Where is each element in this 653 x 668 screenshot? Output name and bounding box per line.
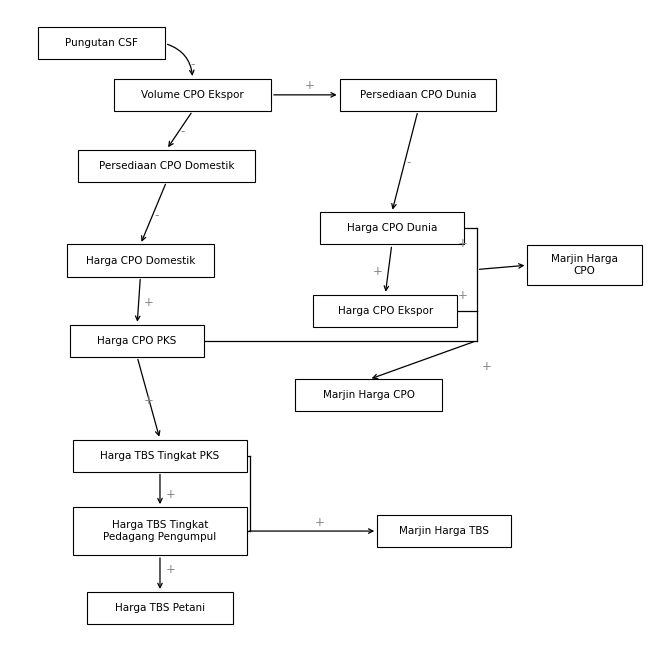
Text: +: + bbox=[315, 516, 325, 529]
Text: +: + bbox=[166, 562, 176, 576]
FancyBboxPatch shape bbox=[67, 244, 214, 277]
Text: Pungutan CSF: Pungutan CSF bbox=[65, 39, 138, 48]
Text: +: + bbox=[144, 296, 154, 309]
FancyBboxPatch shape bbox=[340, 79, 496, 111]
Text: Marjin Harga TBS: Marjin Harga TBS bbox=[399, 526, 489, 536]
Text: Persediaan CPO Dunia: Persediaan CPO Dunia bbox=[360, 90, 476, 100]
Text: Harga CPO Dunia: Harga CPO Dunia bbox=[347, 224, 437, 233]
Text: Marjin Harga
CPO: Marjin Harga CPO bbox=[551, 255, 618, 276]
Text: Harga CPO Domestik: Harga CPO Domestik bbox=[86, 256, 195, 265]
Text: Persediaan CPO Domestik: Persediaan CPO Domestik bbox=[99, 161, 234, 170]
FancyBboxPatch shape bbox=[86, 592, 234, 624]
Text: -: - bbox=[406, 156, 410, 169]
FancyBboxPatch shape bbox=[78, 150, 255, 182]
Text: +: + bbox=[457, 289, 468, 303]
Text: +: + bbox=[166, 488, 176, 501]
Text: +: + bbox=[305, 79, 315, 92]
Text: +: + bbox=[144, 394, 154, 407]
Text: Harga CPO PKS: Harga CPO PKS bbox=[97, 336, 177, 345]
Text: +: + bbox=[457, 236, 468, 250]
FancyBboxPatch shape bbox=[527, 245, 641, 285]
Text: -: - bbox=[181, 125, 185, 138]
Text: -: - bbox=[155, 208, 159, 222]
Text: +: + bbox=[372, 265, 383, 279]
Text: Volume CPO Ekspor: Volume CPO Ekspor bbox=[141, 90, 244, 100]
Text: -: - bbox=[191, 57, 195, 71]
FancyBboxPatch shape bbox=[377, 515, 511, 547]
FancyBboxPatch shape bbox=[313, 295, 457, 327]
FancyBboxPatch shape bbox=[320, 212, 464, 244]
Text: Marjin Harga CPO: Marjin Harga CPO bbox=[323, 391, 415, 400]
FancyBboxPatch shape bbox=[114, 79, 271, 111]
Text: Harga CPO Ekspor: Harga CPO Ekspor bbox=[338, 306, 433, 315]
FancyBboxPatch shape bbox=[37, 27, 165, 59]
FancyBboxPatch shape bbox=[73, 440, 246, 472]
Text: Harga TBS Petani: Harga TBS Petani bbox=[115, 603, 205, 613]
Text: Harga TBS Tingkat
Pedagang Pengumpul: Harga TBS Tingkat Pedagang Pengumpul bbox=[103, 520, 217, 542]
Text: +: + bbox=[481, 359, 492, 373]
FancyBboxPatch shape bbox=[73, 507, 246, 555]
FancyBboxPatch shape bbox=[70, 325, 204, 357]
FancyBboxPatch shape bbox=[295, 379, 442, 411]
Text: Harga TBS Tingkat PKS: Harga TBS Tingkat PKS bbox=[101, 451, 219, 460]
